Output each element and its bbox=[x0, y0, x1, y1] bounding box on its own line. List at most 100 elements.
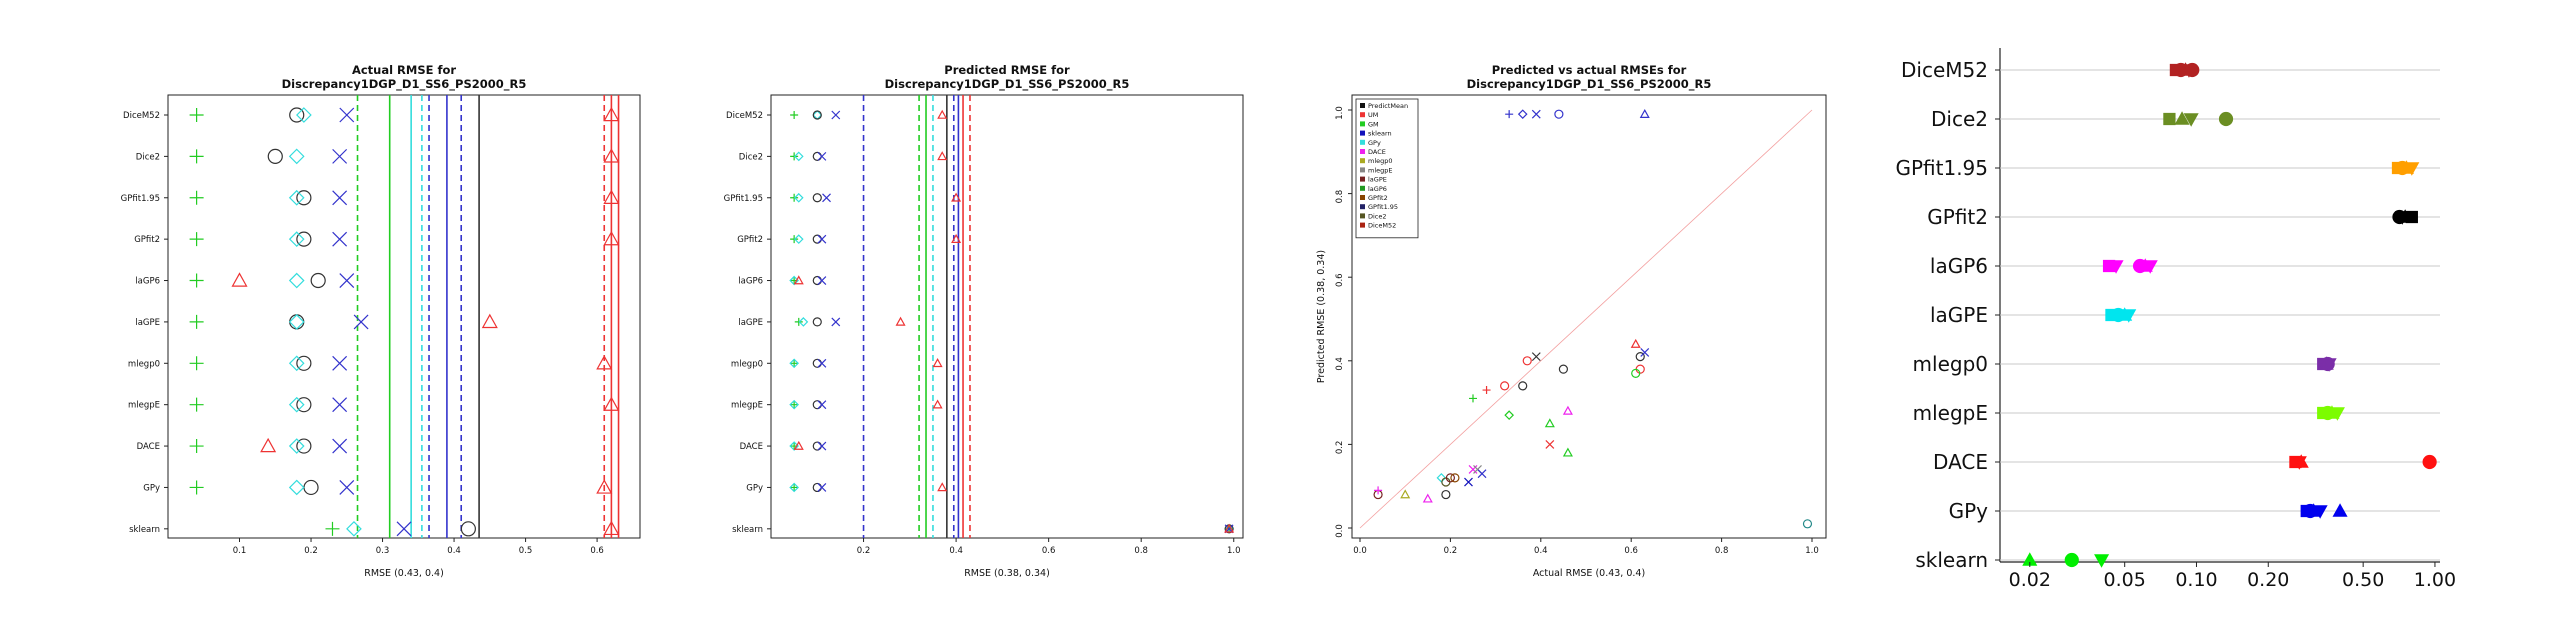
data-point-tridown bbox=[2329, 407, 2345, 421]
data-point-x bbox=[817, 400, 827, 410]
category-label: GPfit1.95 bbox=[121, 194, 160, 204]
data-point-x bbox=[339, 273, 355, 288]
data-point-tridown bbox=[2121, 309, 2137, 323]
data-point-diamond bbox=[789, 482, 799, 493]
x-axis-label: RMSE (0.43, 0.4) bbox=[364, 568, 444, 579]
x-tick-label: 0.20 bbox=[2247, 569, 2289, 591]
legend-swatch bbox=[1360, 149, 1365, 154]
legend-label: DACE bbox=[1368, 148, 1386, 156]
data-point-triangle bbox=[260, 437, 277, 453]
x-tick-label: 1.0 bbox=[1227, 546, 1241, 556]
category-label: mlegpE bbox=[128, 401, 160, 411]
data-point bbox=[1468, 465, 1478, 474]
plot-frame bbox=[770, 94, 1244, 539]
data-point bbox=[1544, 418, 1555, 428]
category-label: GPfit1.95 bbox=[724, 194, 763, 204]
data-point-circle bbox=[812, 400, 822, 410]
legend-swatch bbox=[1360, 185, 1365, 191]
data-point bbox=[1522, 356, 1532, 366]
data-point-circle bbox=[812, 358, 822, 368]
category-label: DiceM52 bbox=[1901, 58, 1988, 82]
data-point-diamond bbox=[346, 520, 362, 537]
y-tick-label: 1.0 bbox=[1335, 106, 1345, 120]
legend-swatch bbox=[1360, 130, 1365, 136]
legend-label: mlegpE bbox=[1368, 166, 1393, 174]
x-tick-label: 1.00 bbox=[2414, 569, 2456, 591]
data-point bbox=[1558, 364, 1569, 374]
data-point-triangle bbox=[932, 399, 943, 409]
data-point bbox=[1482, 386, 1491, 395]
data-point-circle bbox=[296, 397, 312, 413]
data-point-triangle bbox=[951, 233, 962, 243]
data-point-x bbox=[332, 438, 348, 454]
data-point bbox=[1500, 381, 1510, 391]
data-point-triangle bbox=[937, 482, 948, 492]
x-tick-label: 0.6 bbox=[1624, 546, 1638, 556]
legend-label: UM bbox=[1368, 111, 1378, 119]
data-point-diamond bbox=[288, 314, 305, 330]
data-point-circle bbox=[460, 521, 476, 537]
data-point-triangle bbox=[596, 479, 613, 494]
category-label: laGP6 bbox=[738, 277, 763, 287]
data-point-circle bbox=[296, 190, 312, 206]
data-point-diamond bbox=[288, 396, 305, 413]
legend-swatch bbox=[1360, 158, 1365, 164]
legend-label: sklearn bbox=[1368, 130, 1392, 138]
data-point-x bbox=[339, 107, 355, 123]
data-point-square bbox=[2163, 112, 2176, 126]
y-tick-label: 0.0 bbox=[1335, 524, 1345, 538]
legend-label: GPfit2 bbox=[1368, 194, 1388, 202]
data-point bbox=[1374, 486, 1383, 495]
data-point-diamond bbox=[789, 399, 799, 410]
legend-swatch bbox=[1360, 195, 1365, 200]
chart-title: Discrepancy1DGP_D1_SS6_PS2000_R5 bbox=[885, 77, 1130, 92]
data-point-x bbox=[332, 190, 348, 206]
data-point-circle bbox=[812, 317, 822, 327]
data-point bbox=[1469, 394, 1477, 403]
data-point-plus bbox=[189, 314, 204, 329]
chart-title: Discrepancy1DGP_D1_SS6_PS2000_R5 bbox=[1467, 77, 1712, 92]
data-point-triangle bbox=[603, 230, 620, 246]
data-point-circle bbox=[812, 193, 822, 203]
x-tick-label: 0.4 bbox=[1534, 546, 1548, 556]
data-point-circle bbox=[2422, 454, 2437, 470]
data-point bbox=[1635, 352, 1645, 362]
data-point bbox=[1504, 410, 1515, 420]
data-point-circle bbox=[310, 272, 326, 289]
x-tick-label: 0.10 bbox=[2175, 569, 2217, 591]
data-point bbox=[1445, 473, 1456, 483]
data-point-tridown bbox=[2321, 358, 2337, 372]
data-point-plus bbox=[189, 190, 204, 205]
data-point-x bbox=[817, 483, 827, 492]
data-point-x bbox=[332, 355, 348, 371]
legend-box bbox=[1355, 98, 1419, 239]
data-point bbox=[1450, 473, 1460, 483]
chart-panel-4: DiceM52 Dice2 GPfit1.95 GPfit2 laGP6 laGPE mle… bbox=[1895, 48, 2456, 591]
plot-frame bbox=[167, 94, 641, 539]
data-point-tridown bbox=[2142, 260, 2158, 274]
category-label: Dice2 bbox=[136, 152, 160, 162]
category-label: GPy bbox=[746, 483, 763, 493]
y-axis-label: Predicted RMSE (0.38, 0.34) bbox=[1316, 250, 1327, 383]
data-point-diamond bbox=[296, 107, 312, 123]
category-label: Dice2 bbox=[1931, 107, 1988, 131]
data-point-circle bbox=[289, 314, 305, 330]
legend-swatch bbox=[1360, 139, 1365, 145]
x-axis-label: Actual RMSE (0.43, 0.4) bbox=[1533, 568, 1645, 579]
data-point bbox=[1630, 338, 1641, 348]
data-point-triangle bbox=[2332, 503, 2348, 517]
chart-title: Actual RMSE for bbox=[352, 63, 456, 77]
x-axis-label: RMSE (0.38, 0.34) bbox=[964, 568, 1050, 579]
data-point-circle bbox=[296, 231, 312, 247]
data-point-circle bbox=[812, 151, 822, 161]
x-tick-label: 0.05 bbox=[2104, 569, 2146, 591]
y-tick-label: 0.8 bbox=[1335, 190, 1345, 204]
y-tick-label: 0.2 bbox=[1335, 441, 1345, 455]
data-point-tridown bbox=[2394, 211, 2410, 225]
data-point-triangle bbox=[1224, 523, 1235, 533]
category-label: laGP6 bbox=[135, 277, 160, 287]
category-label: laGP6 bbox=[1930, 254, 1988, 278]
data-point-circle bbox=[812, 441, 822, 451]
chart-panel-2: Predicted RMSE forDiscrepancy1DGP_D1_SS6… bbox=[724, 63, 1244, 579]
